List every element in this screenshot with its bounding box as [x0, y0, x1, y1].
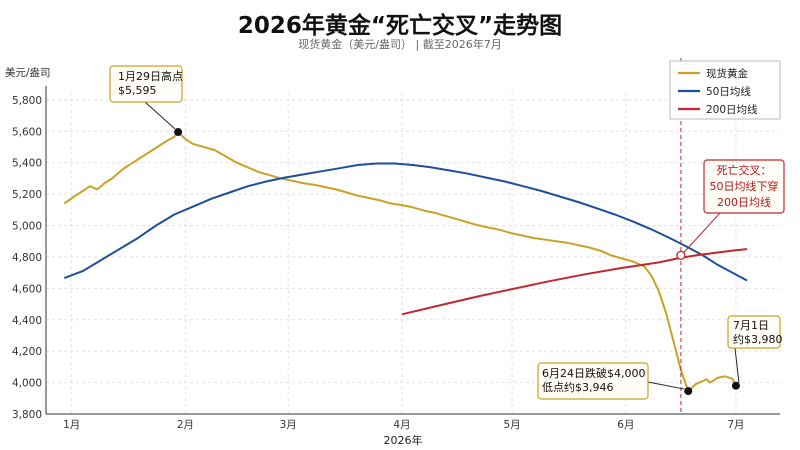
x-tick-label: 6月 — [617, 419, 634, 431]
y-tick-label: 3,800 — [12, 409, 42, 421]
legend-box: 现货黄金 50日均线 200日均线 — [669, 60, 781, 120]
y-tick-label: 5,400 — [12, 158, 42, 170]
legend-label-0: 现货黄金 — [706, 67, 748, 80]
y-tick-label: 4,800 — [12, 252, 42, 264]
y-tick-label: 5,000 — [12, 221, 42, 233]
chart-subtitle: 现货黄金（美元/盎司） | 截至2026年7月 — [298, 38, 502, 51]
cross-arrow — [683, 212, 721, 253]
cross-annotation-text: 200日均线 — [717, 195, 771, 209]
x-tick-label: 1月 — [63, 419, 80, 431]
peak-arrow — [144, 101, 176, 130]
axes: 3,800 4,000 4,200 4,400 4,600 4,800 5,000 5,200… — [5, 66, 780, 447]
peak-annotation-text: 1月29日高点 — [118, 69, 183, 83]
x-tick-label: 2月 — [177, 419, 194, 431]
crossover-marker — [676, 250, 686, 261]
x-tick-label: 3月 — [280, 419, 297, 431]
last-annotation-text: 约$3,980 — [733, 333, 783, 346]
y-tick-label: 5,600 — [12, 126, 42, 138]
low-point — [684, 387, 693, 396]
last-annotation-box — [727, 315, 781, 349]
series-line-2 — [401, 248, 748, 316]
legend-label-2: 200日均线 — [706, 103, 758, 116]
y-tick-label: 4,400 — [12, 315, 42, 327]
cross-annotation-text: 50日均线下穿 — [710, 179, 779, 193]
series-line-0 — [63, 131, 737, 393]
x-axis-title: 2026年 — [384, 433, 423, 447]
last-arrow — [734, 347, 740, 383]
legend: 现货黄金 50日均线 200日均线 — [669, 60, 781, 120]
y-tick-label: 5,200 — [12, 189, 42, 201]
cross-annotation-box — [703, 159, 785, 214]
x-tick-label: 4月 — [393, 419, 410, 431]
cross-annotation: 死亡交叉： 50日均线下穿 200日均线 — [703, 159, 785, 214]
legend-label-1: 50日均线 — [706, 85, 751, 98]
last-annotation-text: 7月1日 — [733, 319, 769, 332]
low-annotation-text: 6月24日跌破$4,000 — [542, 366, 646, 380]
low-annotation-box — [537, 362, 649, 400]
last-point — [731, 381, 740, 390]
y-tick-label: 5,800 — [12, 95, 42, 107]
x-tick-label: 7月 — [727, 419, 744, 431]
y-tick-label: 4,000 — [12, 378, 42, 390]
peak-annotation: 1月29日高点$5,595 — [109, 65, 183, 103]
series-lines — [63, 131, 748, 393]
peak-point — [174, 128, 183, 137]
x-tick-label: 5月 — [503, 419, 520, 431]
peak-annotation-box — [109, 65, 183, 103]
peak-annotation-text: $5,595 — [118, 84, 157, 97]
y-tick-label: 4,600 — [12, 283, 42, 295]
cross-annotation-text: 死亡交叉： — [717, 163, 772, 177]
chart-title: 2026年黄金“死亡交叉”走势图 — [237, 13, 563, 39]
series-line-1 — [63, 162, 748, 282]
low-arrow — [647, 381, 685, 390]
low-annotation-text: 低点约$3,946 — [542, 381, 614, 394]
grid — [46, 92, 780, 415]
y-axis-title: 美元/盎司 — [5, 66, 51, 79]
y-tick-label: 4,200 — [12, 346, 42, 358]
